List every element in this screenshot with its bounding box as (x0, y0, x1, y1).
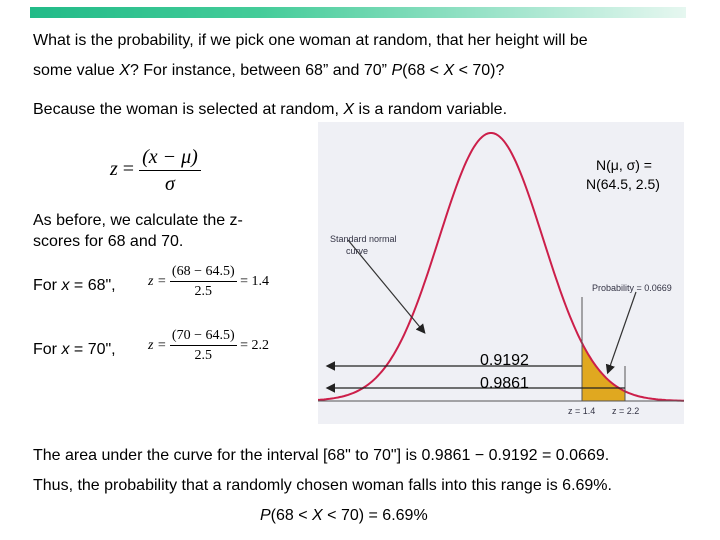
random-variable-line: Because the woman is selected at random,… (33, 101, 508, 118)
standard-curve-arrow (347, 239, 426, 334)
probability-label: Probability = 0.0669 (592, 283, 672, 293)
normal-curve-line (318, 132, 684, 402)
cumulative-value-0.9192: 0.9192 (480, 352, 529, 369)
normal-distribution-label-2: N(64.5, 2.5) (586, 176, 660, 192)
normal-curve-svg (318, 132, 684, 402)
probability-conclusion-line: Thus, the probability that a randomly ch… (33, 477, 612, 494)
question-line-1: What is the probability, if we pick one … (33, 32, 588, 49)
question-line-2: some value X? For instance, between 68” … (33, 62, 505, 79)
area-interval-line: The area under the curve for the interva… (33, 447, 610, 464)
as-before-line-1: As before, we calculate the z- (33, 212, 243, 229)
z-equation-68: z = (68 − 64.5) 2.5 = 1.4 (148, 264, 270, 299)
probability-shaded-area (582, 343, 625, 401)
z-score-formula: z = (x − μ) σ (110, 145, 201, 196)
for-x68-label: For x = 68", (33, 277, 116, 294)
z-equation-70: z = (70 − 64.5) 2.5 = 2.2 (148, 328, 270, 363)
standard-curve-label-1: Standard normal (330, 234, 397, 244)
probability-arrow (605, 291, 637, 375)
normal-curve-figure: N(μ, σ) = N(64.5, 2.5) Standard normal c… (318, 122, 684, 424)
z-1.4-label: z = 1.4 (568, 406, 596, 416)
standard-curve-label-2: curve (346, 246, 369, 256)
for-x70-label: For x = 70", (33, 341, 116, 358)
normal-distribution-label-1: N(μ, σ) = (596, 157, 652, 173)
final-probability-line: P(68 < X < 70) = 6.69% (260, 507, 428, 524)
cumulative-value-0.9861: 0.9861 (480, 375, 529, 392)
title-decoration-bar (30, 7, 686, 18)
z-2.2-label: z = 2.2 (612, 406, 640, 416)
as-before-line-2: scores for 68 and 70. (33, 233, 184, 250)
